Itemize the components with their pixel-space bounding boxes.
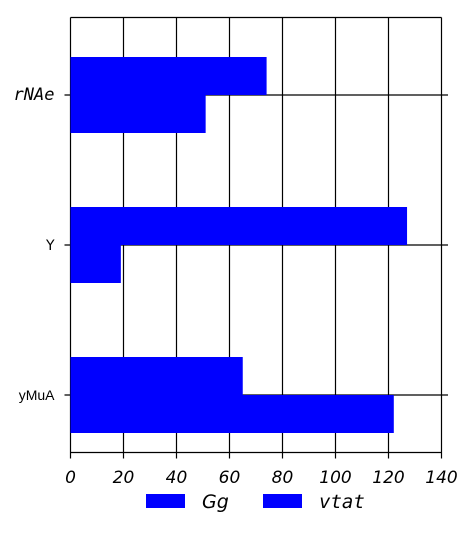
legend-label: vtat <box>319 491 365 513</box>
x-tick-label: 140 <box>425 468 457 488</box>
y-tick-label: yMuA <box>19 387 55 403</box>
axes <box>70 16 442 454</box>
legend-label: Gg <box>202 491 229 513</box>
x-tick-label: 60 <box>219 468 241 488</box>
bars <box>70 57 408 433</box>
y-tick-label: rNAe <box>14 85 55 105</box>
bar-Gg-Y <box>70 207 408 245</box>
legend: Gg vtat <box>146 491 365 513</box>
x-tick-label: 0 <box>65 468 76 488</box>
x-tick-label: 120 <box>372 468 404 488</box>
x-tick-label: 40 <box>166 468 188 488</box>
x-tick-label: 20 <box>113 468 135 488</box>
x-tick-label: 100 <box>319 468 351 488</box>
bar-Gg-rNAe <box>70 57 267 95</box>
x-tick-labels: 0 20 40 60 80 100 120 140 <box>65 468 458 488</box>
bar-vtat-yMuA <box>70 395 394 433</box>
y-tick-label: Y <box>45 238 55 254</box>
legend-swatch <box>263 494 302 508</box>
bar-Gg-yMuA <box>70 357 243 395</box>
x-tick-label: 80 <box>272 468 294 488</box>
bar-vtat-Y <box>70 245 121 283</box>
legend-swatch <box>146 494 185 508</box>
bar-vtat-rNAe <box>70 95 206 133</box>
